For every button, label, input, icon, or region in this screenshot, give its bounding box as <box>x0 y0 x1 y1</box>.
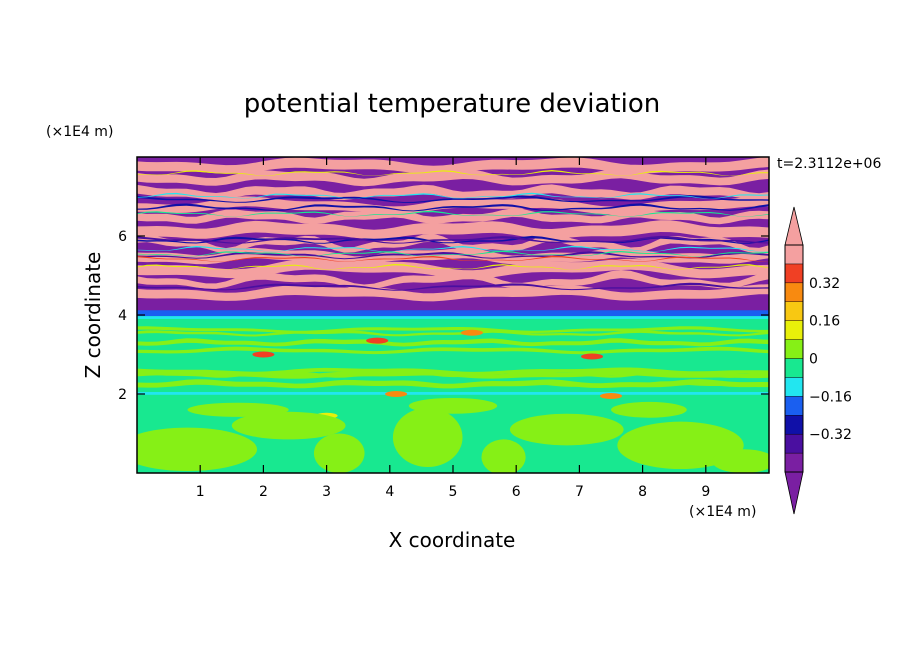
lime-plume <box>137 427 258 471</box>
y-tick-label: 2 <box>118 387 127 403</box>
interface-edge <box>137 316 769 319</box>
hot-spot <box>460 329 483 336</box>
lime-plume <box>712 449 769 473</box>
lime-plume <box>313 433 365 473</box>
contour-band <box>137 381 769 388</box>
colorbar-label: 0.16 <box>809 314 840 330</box>
colorbar-segment <box>784 433 804 454</box>
contour-band <box>137 170 769 177</box>
hot-spot <box>252 351 275 358</box>
x-tick-label: 4 <box>385 484 394 500</box>
colorbar-over-arrow <box>784 206 804 246</box>
contour-band <box>137 195 769 203</box>
x-tick-label: 2 <box>259 484 268 500</box>
contour-band <box>137 251 769 260</box>
hot-spot <box>385 391 408 397</box>
contour-band <box>137 258 769 279</box>
colorbar-frame <box>784 244 804 473</box>
hot-spot <box>600 392 622 399</box>
lime-plume <box>617 421 744 470</box>
cyan-streak <box>137 392 769 395</box>
x-axis: 1 2 3 4 5 6 7 8 9 <box>196 157 710 500</box>
colorbar-segment <box>784 377 804 397</box>
y-tick-label: 6 <box>118 229 127 245</box>
colorbar-segment <box>784 358 804 378</box>
x-tick-label: 7 <box>575 484 584 500</box>
lime-plume <box>392 407 463 468</box>
contour-band <box>137 346 769 355</box>
colorbar-segment <box>784 263 804 284</box>
interface-band <box>137 310 769 317</box>
colorbar-segment <box>784 339 804 359</box>
contour-band <box>137 246 769 252</box>
colorbar-segment <box>784 244 804 265</box>
colorbar-segment <box>784 301 804 321</box>
x-tick-label: 6 <box>512 484 521 500</box>
colorbar: 0.32 0.16 0 −0.16 −0.32 <box>784 206 852 515</box>
contour-band <box>137 370 769 378</box>
contour-band <box>137 338 769 347</box>
lime-plume <box>408 397 498 414</box>
contour-band <box>137 196 769 215</box>
x-tick-label: 8 <box>638 484 647 500</box>
contour-band <box>137 329 769 337</box>
contour-band <box>137 192 769 199</box>
colorbar-label: −0.32 <box>809 427 852 443</box>
contour-band <box>137 367 769 375</box>
lime-plume <box>509 413 624 446</box>
contour-band <box>137 157 769 175</box>
contour-band <box>137 203 769 212</box>
contour-band <box>137 220 769 240</box>
colorbar-under-arrow <box>784 471 804 515</box>
contour-band <box>137 168 769 187</box>
colorbar-segment <box>784 452 804 473</box>
chart-title: potential temperature deviation <box>244 89 660 119</box>
lime-plume <box>481 439 526 473</box>
lime-plume <box>231 411 346 440</box>
contour-band <box>137 210 769 217</box>
contour-band <box>137 264 769 270</box>
x-tick-label: 3 <box>322 484 331 500</box>
time-label: t=2.3112e+06 <box>777 156 881 172</box>
colorbar-segment <box>784 320 804 340</box>
x-axis-label: X coordinate <box>389 528 516 552</box>
colorbar-segment <box>784 282 804 302</box>
y-axis-label: Z coordinate <box>81 252 105 379</box>
contour-band <box>137 184 769 201</box>
colorbar-label: −0.16 <box>809 389 852 405</box>
x-unit-label: (×1E4 m) <box>689 504 756 520</box>
x-tick-label: 9 <box>701 484 710 500</box>
contour-band <box>137 250 769 257</box>
x-tick-label: 1 <box>196 484 205 500</box>
y-unit-label: (×1E4 m) <box>46 124 113 140</box>
contour-band <box>137 282 769 291</box>
contour-band <box>137 370 769 379</box>
contour-field <box>137 157 769 473</box>
y-axis: 2 4 6 <box>118 229 769 403</box>
hot-spot <box>581 353 604 360</box>
y-tick-label: 4 <box>118 308 127 324</box>
hot-spot <box>366 337 389 344</box>
contour-band <box>137 270 769 290</box>
colorbar-label: 0.32 <box>809 276 840 292</box>
colorbar-segment <box>784 396 804 416</box>
contour-band <box>137 208 769 225</box>
lime-plume <box>611 401 687 418</box>
x-tick-label: 5 <box>449 484 458 500</box>
contour-band <box>137 284 769 302</box>
contour-band <box>137 255 769 262</box>
contour-band <box>137 235 769 244</box>
colorbar-label: 0 <box>809 352 818 368</box>
colorbar-segment <box>784 415 804 435</box>
lime-plume <box>187 402 289 417</box>
